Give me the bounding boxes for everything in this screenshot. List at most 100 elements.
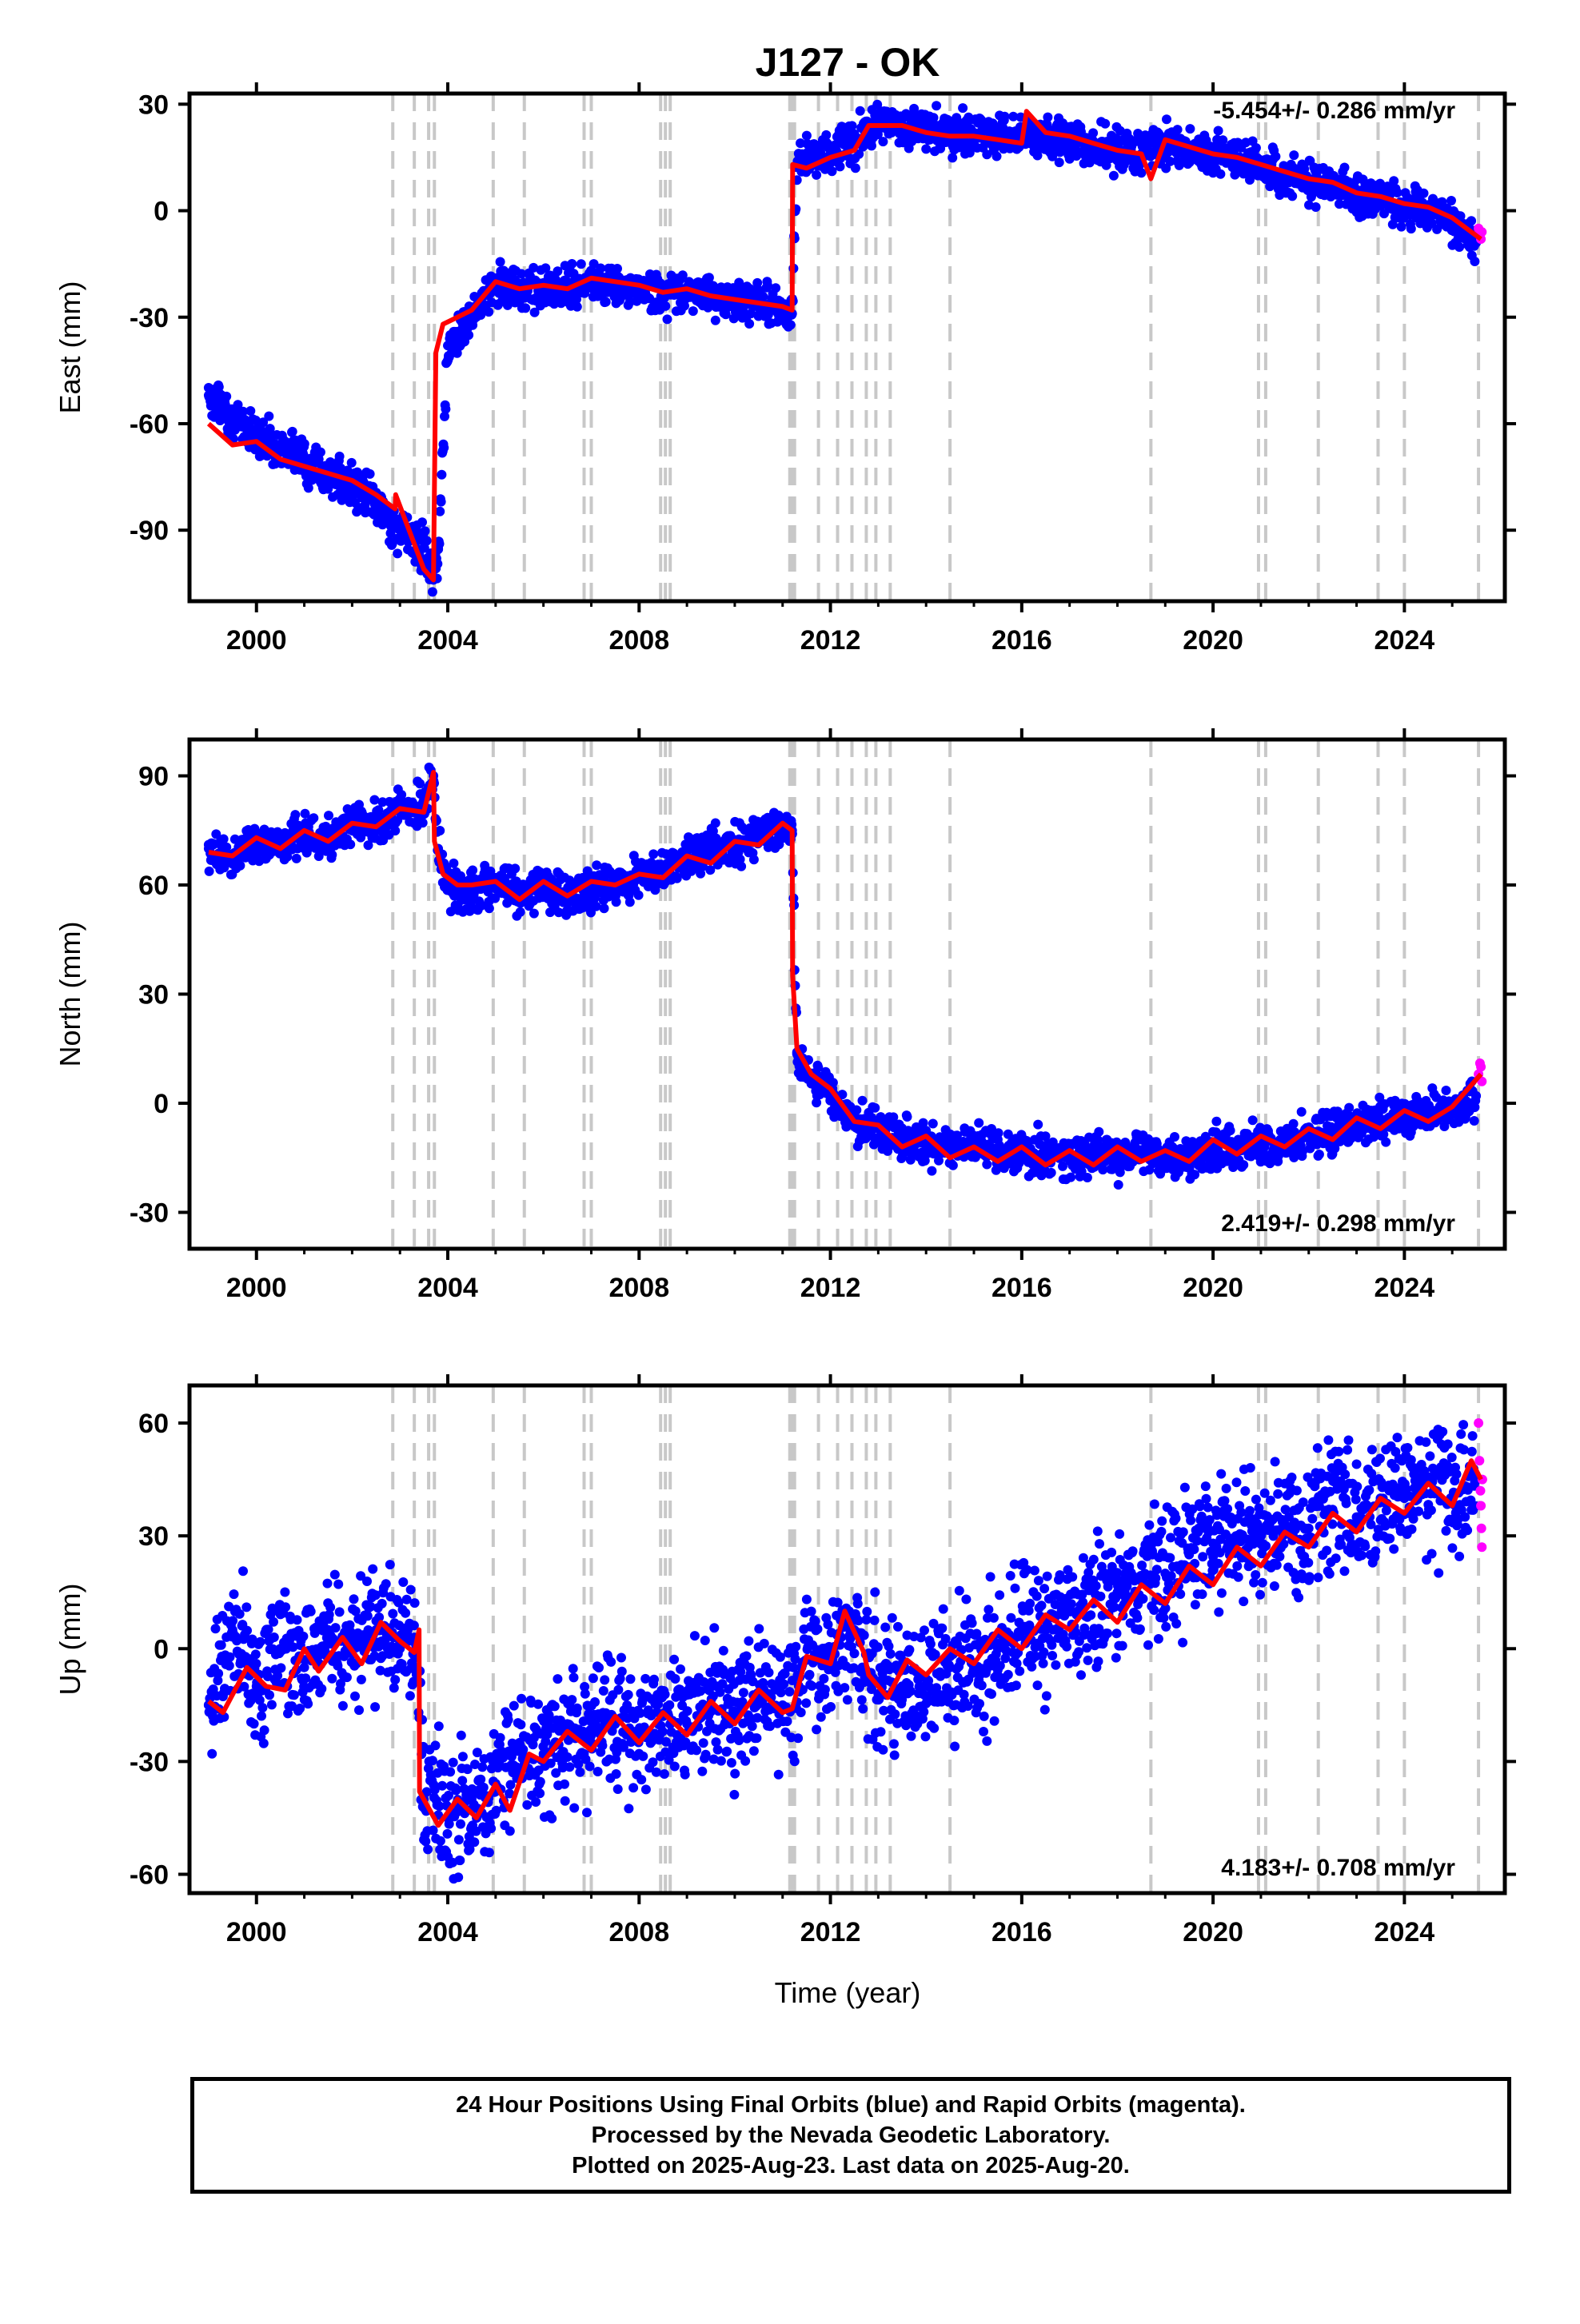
final-orbit-point [1055,157,1064,167]
final-orbit-point [1289,150,1299,160]
final-orbit-point [204,390,213,400]
final-orbit-point [856,106,865,116]
final-orbit-point [1136,168,1146,177]
final-orbit-point [251,1649,261,1659]
final-orbit-point [333,1580,343,1589]
final-orbit-point [269,1617,278,1627]
x-tick-label: 2012 [800,625,861,656]
final-orbit-point [484,307,493,317]
final-orbit-point [211,1624,221,1633]
final-orbit-point [1033,1120,1043,1130]
y-tick-label: -30 [130,1198,169,1229]
final-orbit-point [235,1609,245,1619]
final-orbit-point [219,835,229,844]
final-orbit-point [1256,1142,1266,1152]
final-orbit-point [217,1640,226,1650]
final-orbit-point [252,1659,261,1668]
final-orbit-point [229,1589,239,1599]
final-orbit-point [289,1690,299,1700]
y-tick-label: 30 [138,90,169,120]
final-orbit-point [928,1119,938,1129]
final-orbit-point [736,862,746,871]
final-orbit-point [449,859,458,868]
final-orbit-point [948,1161,958,1170]
final-orbit-point [327,1674,337,1684]
final-orbit-point [1109,171,1119,181]
final-orbit-point [625,897,635,907]
final-orbit-point [324,811,333,820]
final-orbit-point [1066,1173,1075,1182]
final-orbit-point [257,1712,266,1721]
final-orbit-point [1083,1173,1092,1182]
final-orbit-point [612,897,621,907]
final-orbit-point [1047,1168,1056,1178]
final-orbit-point [293,1615,302,1624]
final-orbit-point [1114,1180,1123,1190]
final-orbit-point [749,855,759,864]
final-orbit-point [418,818,428,827]
final-orbit-point [1271,152,1280,161]
final-orbit-point [836,161,845,171]
final-orbit-point [1112,1153,1122,1162]
final-orbit-point [395,525,405,535]
final-orbit-point [221,392,231,401]
final-orbit-point [601,297,611,307]
final-orbit-point [634,891,644,900]
x-tick-label: 2008 [608,625,669,656]
final-orbit-point [252,429,261,439]
final-orbit-point [303,1699,313,1708]
final-orbit-point [1344,1103,1354,1113]
final-orbit-point [259,1739,269,1748]
final-orbit-point [1251,143,1261,153]
x-tick-label: 2020 [1183,1273,1243,1303]
final-orbit-point [688,306,698,316]
x-tick-label: 2016 [991,1273,1052,1303]
final-orbit-point [1471,1091,1481,1101]
x-tick-label: 2012 [800,1273,861,1303]
final-orbit-point [711,316,720,325]
y-tick-label: 90 [138,762,169,792]
velocity-rate-label: 2.419+/- 0.298 mm/yr [1221,1210,1455,1237]
y-tick-label: -90 [130,516,169,546]
final-orbit-point [371,500,381,510]
final-orbit-point [802,131,812,141]
final-orbit-point [419,543,429,552]
final-orbit-point [1470,257,1479,266]
final-orbit-point [228,412,237,421]
final-orbit-point [1248,1115,1258,1125]
final-orbit-point [706,844,716,854]
x-tick-label: 2024 [1375,1273,1435,1303]
final-orbit-point [417,517,427,527]
final-orbit-point [1089,1150,1099,1159]
final-orbit-point [1218,135,1227,145]
final-orbit-point [592,902,601,911]
final-orbit-point [325,1603,335,1612]
final-orbit-point [958,103,968,113]
final-orbit-points [204,763,1481,1190]
x-tick-label: 2008 [608,1273,669,1303]
x-tick-label: 2004 [417,1273,478,1303]
final-orbit-point [826,145,836,155]
final-orbit-point [1173,125,1183,134]
final-orbit-point [323,1579,333,1589]
final-orbit-point [443,341,453,350]
final-orbit-point [347,458,357,468]
chart-title: J127 - OK [756,40,940,85]
final-orbit-point [660,301,670,311]
final-orbit-point [280,1588,289,1597]
final-orbit-point [330,1570,340,1580]
final-orbit-point [317,1684,326,1694]
final-orbit-point [485,903,494,913]
final-orbit-point [235,861,245,871]
final-orbit-point [276,440,285,450]
final-orbit-point [1094,1127,1103,1137]
y-tick-label: 60 [138,871,169,901]
final-orbit-point [1215,169,1225,179]
x-tick-label: 2016 [991,625,1052,656]
final-orbit-point [207,1749,217,1759]
x-tick-label: 2000 [226,625,287,656]
